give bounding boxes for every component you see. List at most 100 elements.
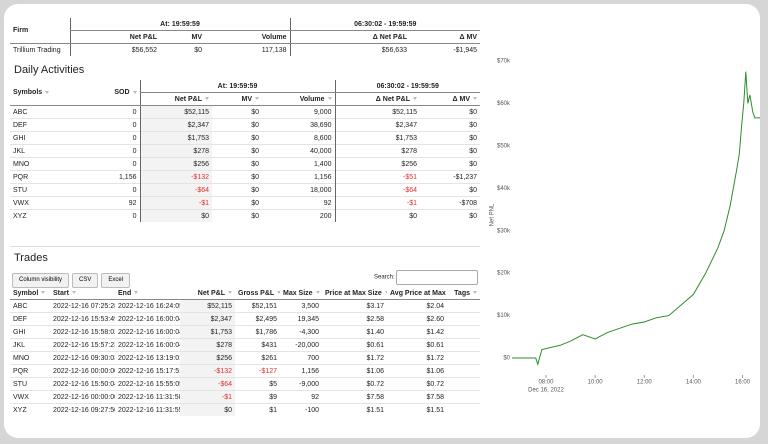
- search-input[interactable]: [396, 270, 479, 285]
- header-cell[interactable]: Max Size: [280, 287, 322, 300]
- cell: 200: [262, 209, 335, 222]
- cell: $7.58: [322, 390, 387, 404]
- header-cell[interactable]: Price at Max Size: [322, 287, 387, 300]
- cell: 18,000: [262, 183, 335, 197]
- table-head: Symbol Start End Net P&L Gross P&L Max Size Pr…: [10, 287, 480, 300]
- toolbar-button[interactable]: Column visibility: [12, 272, 70, 288]
- cell: $5: [235, 377, 280, 391]
- cell: -$708: [420, 196, 481, 210]
- cell: XYZ: [10, 403, 50, 416]
- cell: $0: [212, 209, 262, 222]
- sort-icon: [45, 90, 50, 94]
- cell: 92: [85, 196, 140, 210]
- cell: [447, 377, 480, 391]
- cell: 0: [85, 144, 140, 158]
- cell: $0: [420, 157, 481, 171]
- cell: 38,690: [262, 118, 335, 132]
- table-head: Symbols SOD At: 19:59:59 06:30:02 - 19:59:5…: [10, 80, 481, 106]
- sort-icon: [473, 291, 477, 295]
- row: MNO 2022-12-16 09:30:03 2022-12-16 13:19:0…: [10, 351, 480, 365]
- header-cell: Volume: [262, 92, 335, 106]
- cell: 2022-12-16 15:58:02: [50, 325, 115, 339]
- cell: $3.17: [322, 299, 387, 313]
- cell: [447, 338, 480, 352]
- cell: $278: [334, 144, 420, 158]
- header-cell[interactable]: Net P&L: [180, 287, 235, 300]
- window: Firm At: 19:59:59 06:30:02 - 19:59:59 Net P…: [4, 4, 760, 438]
- y-tick-label: $30k: [497, 228, 511, 234]
- cell: $52,115: [334, 105, 420, 119]
- cell: STU: [10, 377, 50, 391]
- cell: $0: [212, 183, 262, 197]
- cell: $9: [235, 390, 280, 404]
- toolbar-button[interactable]: Excel: [101, 272, 131, 288]
- row: STU 2022-12-16 15:50:04 2022-12-16 15:55:0…: [10, 377, 480, 391]
- cell: $278: [180, 338, 235, 352]
- header-cell[interactable]: Gross P&L: [235, 287, 280, 300]
- cell: $1,753: [180, 325, 235, 339]
- y-axis-label: Net PNL: [490, 203, 496, 226]
- cell: $0: [420, 183, 481, 197]
- cell: $1.40: [322, 325, 387, 339]
- cell: DEF: [10, 118, 85, 132]
- cell: $278: [139, 144, 212, 158]
- y-tick-label: $70k: [497, 59, 511, 65]
- row: VWX 2022-12-16 00:00:00 2022-12-16 11:31:5…: [10, 390, 480, 404]
- daily-table: Symbols SOD At: 19:59:59 06:30:02 - 19:59:5…: [10, 80, 481, 222]
- cell: $1.72: [322, 351, 387, 365]
- header-cell[interactable]: Tags: [447, 287, 480, 300]
- cell: $0: [420, 144, 481, 158]
- cell: $52,151: [235, 299, 280, 313]
- cell: 2022-12-16 15:55:05: [115, 377, 180, 391]
- cell: VWX: [10, 390, 50, 404]
- row: GHI 0 $1,753 $0 8,600 $1,753 $0: [10, 131, 481, 145]
- cell: JKL: [10, 144, 85, 158]
- cell: -$1: [180, 390, 235, 404]
- toolbar-button[interactable]: CSV: [72, 272, 99, 288]
- cell: -$1,945: [410, 43, 481, 56]
- cell: 0: [85, 105, 140, 119]
- cell: -$51: [334, 170, 420, 184]
- header-cell: Δ Net P&L: [334, 92, 420, 106]
- cell: $2,347: [334, 118, 420, 132]
- cell: $2,347: [180, 312, 235, 326]
- cell: $0.61: [322, 338, 387, 352]
- cell: ABC: [10, 105, 85, 119]
- cell: 2022-12-16 16:00:04: [115, 325, 180, 339]
- cell: $2,347: [139, 118, 212, 132]
- cell: [447, 351, 480, 365]
- cell: 9,000: [262, 105, 335, 119]
- cell: 1,156: [262, 170, 335, 184]
- cell: 2022-12-16 11:31:55: [115, 403, 180, 416]
- sort-icon: [277, 291, 280, 295]
- cell: 2022-12-16 09:27:50: [50, 403, 115, 416]
- header-cell: Net P&L: [69, 30, 160, 44]
- cell: 0: [85, 157, 140, 171]
- cell: $1.51: [387, 403, 447, 416]
- group-header: 06:30:02 - 19:59:59: [289, 18, 481, 31]
- header-cell: Firm: [10, 18, 70, 44]
- cell: 0: [85, 118, 140, 132]
- cell: $2.04: [387, 299, 447, 313]
- trades-table: Symbol Start End Net P&L Gross P&L Max Size Pr…: [10, 287, 480, 416]
- header-cell[interactable]: Start: [50, 287, 115, 300]
- header-cell: SOD: [85, 80, 140, 106]
- cell: -$1: [334, 196, 420, 210]
- cell: $0: [420, 131, 481, 145]
- header-row: Firm At: 19:59:59 06:30:02 - 19:59:59: [10, 18, 481, 44]
- cell: 2022-12-16 07:25:28: [50, 299, 115, 313]
- row: JKL 0 $278 $0 40,000 $278 $0: [10, 144, 481, 158]
- cell: Trillium Trading: [10, 43, 70, 56]
- sort-icon: [205, 97, 209, 101]
- toolbar: Column visibility CSV Excel: [12, 268, 133, 288]
- cell: [447, 364, 480, 378]
- cell: 92: [262, 196, 335, 210]
- cell: $1.06: [322, 364, 387, 378]
- header-cell[interactable]: End: [115, 287, 180, 300]
- cell: 1,156: [85, 170, 140, 184]
- row: MNO 0 $256 $0 1,400 $256 $0: [10, 157, 481, 171]
- cell: -100: [280, 403, 322, 416]
- cell: 2022-12-16 15:17:51: [115, 364, 180, 378]
- header-cell[interactable]: Avg Price at Max: [387, 287, 447, 300]
- header-cell[interactable]: Symbol: [10, 287, 50, 300]
